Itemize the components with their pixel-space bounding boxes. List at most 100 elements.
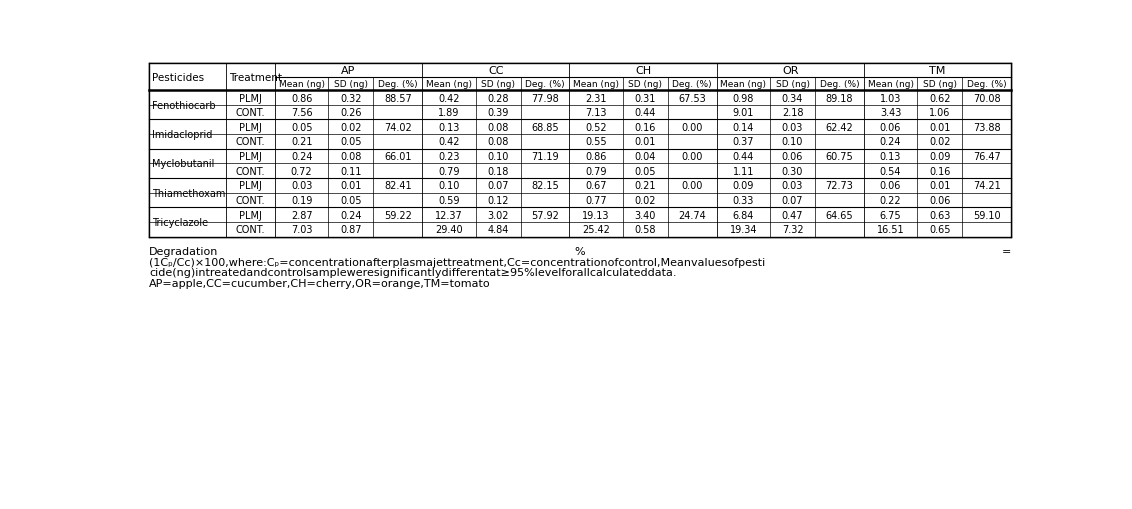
Bar	[815, 106, 864, 120]
Bar	[226, 193, 275, 208]
Bar	[815, 208, 864, 222]
Text: 0.55: 0.55	[585, 137, 607, 147]
Bar	[569, 78, 623, 91]
Bar	[668, 164, 717, 179]
Bar	[962, 150, 1011, 164]
Bar	[815, 150, 864, 164]
Bar	[962, 164, 1011, 179]
Text: 82.15: 82.15	[531, 181, 559, 191]
Text: 0.42: 0.42	[438, 93, 460, 103]
Text: 0.30: 0.30	[782, 166, 804, 176]
Text: 6.84: 6.84	[732, 210, 754, 220]
Bar	[475, 164, 521, 179]
Bar	[717, 120, 770, 135]
Text: 82.41: 82.41	[384, 181, 412, 191]
Bar	[864, 164, 917, 179]
Text: 0.24: 0.24	[291, 152, 312, 162]
Bar	[770, 222, 815, 237]
Text: 0.86: 0.86	[585, 152, 607, 162]
Bar	[569, 135, 623, 150]
Text: SD (ng): SD (ng)	[628, 80, 662, 89]
Bar	[328, 150, 374, 164]
Bar	[521, 91, 569, 106]
Text: 59.22: 59.22	[384, 210, 412, 220]
Text: 0.04: 0.04	[635, 152, 657, 162]
Text: 0.32: 0.32	[340, 93, 361, 103]
Text: 3.40: 3.40	[635, 210, 657, 220]
Text: CONT.: CONT.	[235, 225, 265, 235]
Text: Fenothiocarb: Fenothiocarb	[153, 101, 216, 110]
Text: 3.02: 3.02	[488, 210, 509, 220]
Bar	[770, 135, 815, 150]
Bar	[374, 135, 422, 150]
Text: 0.07: 0.07	[782, 195, 804, 206]
Text: 7.32: 7.32	[782, 225, 804, 235]
Bar	[328, 78, 374, 91]
Bar	[521, 179, 569, 193]
Text: Imidacloprid: Imidacloprid	[153, 130, 213, 140]
Bar	[668, 208, 717, 222]
Bar	[569, 120, 623, 135]
Text: Mean (ng): Mean (ng)	[573, 80, 619, 89]
Bar	[275, 208, 328, 222]
Text: 0.86: 0.86	[291, 93, 312, 103]
Text: 1.03: 1.03	[880, 93, 901, 103]
Bar	[717, 193, 770, 208]
Text: 0.98: 0.98	[732, 93, 754, 103]
Bar	[815, 193, 864, 208]
Text: OR: OR	[782, 66, 798, 76]
Bar	[275, 164, 328, 179]
Bar	[717, 106, 770, 120]
Bar	[770, 120, 815, 135]
Bar	[422, 106, 475, 120]
Text: 0.12: 0.12	[488, 195, 509, 206]
Bar	[623, 106, 668, 120]
Text: CONT.: CONT.	[235, 166, 265, 176]
Bar	[149, 64, 226, 91]
Text: SD (ng): SD (ng)	[923, 80, 957, 89]
Bar	[569, 179, 623, 193]
Text: 0.03: 0.03	[782, 123, 804, 132]
Bar	[668, 222, 717, 237]
Bar	[328, 135, 374, 150]
Bar	[149, 179, 226, 208]
Text: 67.53: 67.53	[678, 93, 706, 103]
Bar	[422, 164, 475, 179]
Text: 16.51: 16.51	[877, 225, 904, 235]
Bar	[475, 91, 521, 106]
Bar	[275, 135, 328, 150]
Text: 0.08: 0.08	[341, 152, 361, 162]
Bar	[770, 106, 815, 120]
Text: 3.43: 3.43	[880, 108, 901, 118]
Bar	[226, 120, 275, 135]
Bar	[962, 208, 1011, 222]
Bar	[717, 64, 864, 78]
Bar	[275, 78, 328, 91]
Bar	[770, 150, 815, 164]
Bar	[226, 179, 275, 193]
Bar	[328, 106, 374, 120]
Bar	[374, 120, 422, 135]
Text: 19.34: 19.34	[729, 225, 757, 235]
Text: 0.16: 0.16	[929, 166, 951, 176]
Text: 0.47: 0.47	[782, 210, 804, 220]
Text: 0.11: 0.11	[341, 166, 361, 176]
Bar	[328, 91, 374, 106]
Bar	[668, 179, 717, 193]
Bar	[374, 106, 422, 120]
Bar	[623, 164, 668, 179]
Bar	[962, 135, 1011, 150]
Text: 0.03: 0.03	[291, 181, 312, 191]
Text: 0.06: 0.06	[782, 152, 804, 162]
Text: 0.13: 0.13	[438, 123, 460, 132]
Bar	[226, 106, 275, 120]
Text: 2.18: 2.18	[782, 108, 804, 118]
Bar	[569, 106, 623, 120]
Text: 0.05: 0.05	[291, 123, 312, 132]
Bar	[717, 78, 770, 91]
Text: 0.00: 0.00	[681, 152, 703, 162]
Bar	[521, 135, 569, 150]
Text: 0.02: 0.02	[635, 195, 657, 206]
Bar	[668, 78, 717, 91]
Text: 1.11: 1.11	[732, 166, 754, 176]
